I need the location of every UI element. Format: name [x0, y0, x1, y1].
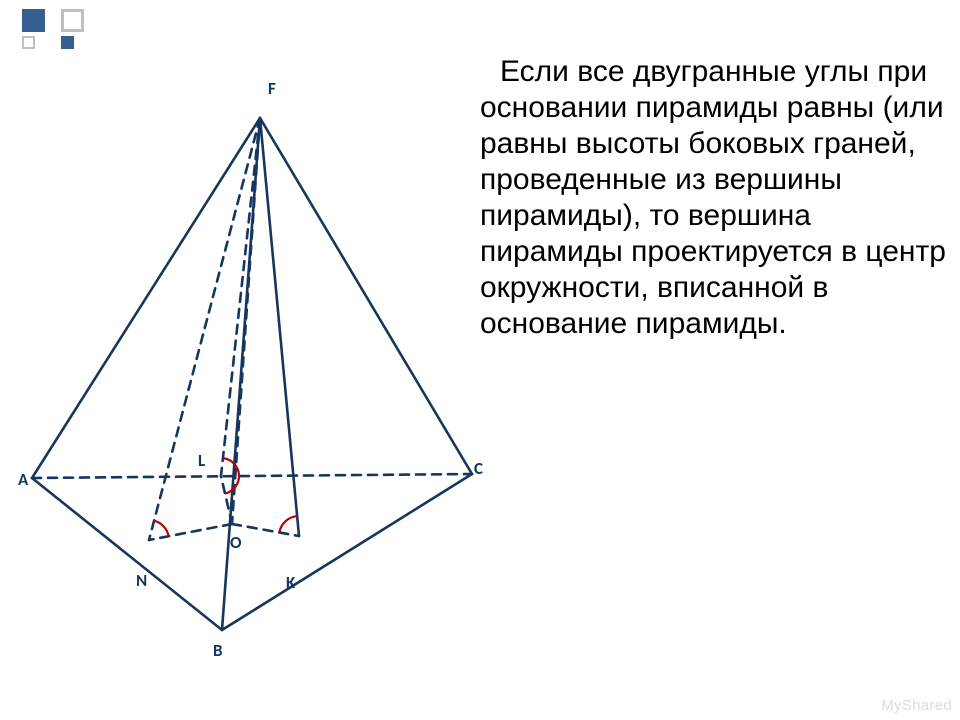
point-label-a: A — [18, 469, 29, 490]
decor-row-top — [22, 9, 84, 32]
watermark: MyShared — [881, 697, 952, 714]
theorem-text: Если все двугранные углы при основании п… — [480, 54, 948, 342]
point-label-o: O — [230, 532, 242, 553]
point-label-k: K — [286, 572, 296, 593]
point-label-f: F — [268, 78, 276, 99]
decor-square-outline-small — [22, 36, 35, 49]
decor-square-filled — [22, 9, 45, 32]
point-label-c: C — [474, 458, 483, 479]
decor-square-outline — [61, 9, 84, 32]
decor-square-filled-small — [61, 36, 74, 49]
pyramid-diagram: F A C B O L N K — [14, 76, 484, 676]
point-label-b: B — [213, 640, 223, 661]
decor-row-bottom — [22, 36, 74, 49]
point-label-l: L — [198, 450, 205, 471]
point-label-n: N — [136, 570, 147, 591]
